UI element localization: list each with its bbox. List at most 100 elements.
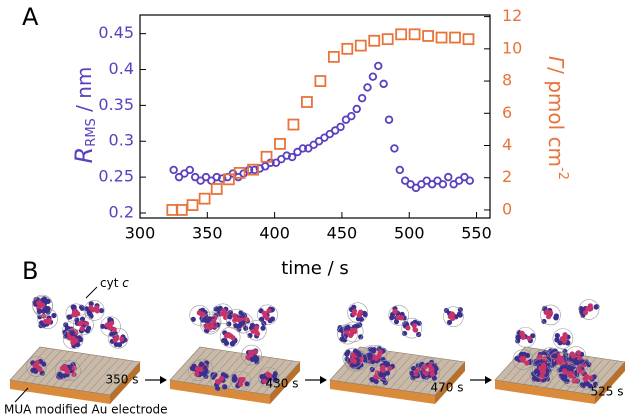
protein-label-part: c: [122, 276, 129, 290]
protein-outline: [26, 356, 47, 377]
x-tick-label: 350: [192, 224, 223, 243]
protein-part: [249, 322, 255, 328]
protein-part: [392, 308, 399, 315]
protein-part: [199, 361, 205, 367]
monolayer-line: [88, 358, 119, 392]
time-label: 430 s: [266, 377, 299, 391]
x-tick-label: 400: [259, 224, 290, 243]
protein-outline: [241, 344, 262, 366]
monolayer-line: [219, 354, 251, 388]
protein-part: [384, 370, 391, 376]
protein-part: [520, 331, 526, 338]
protein-part: [562, 332, 568, 338]
protein-outline: [515, 326, 536, 348]
protein-part: [206, 316, 212, 323]
protein-part: [233, 322, 239, 329]
protein-part: [116, 342, 123, 348]
protein-outline: [32, 294, 53, 316]
electrode-side: [110, 362, 140, 404]
protein-part: [561, 375, 567, 381]
protein-part: [384, 361, 391, 367]
square-point: [449, 31, 461, 44]
circle-point: [347, 111, 356, 121]
protein-part: [261, 310, 268, 316]
protein-part: [262, 378, 268, 384]
protein-part: [377, 349, 383, 355]
protein-part: [226, 321, 232, 327]
protein-part: [194, 366, 201, 372]
protein-part: [350, 357, 356, 363]
protein-part: [79, 326, 85, 332]
monolayer-line: [359, 351, 391, 385]
protein-outline: [375, 359, 397, 381]
y-tick-label: 0.3: [109, 131, 134, 150]
protein-part: [362, 357, 369, 363]
square-point: [381, 33, 394, 46]
protein-outline: [419, 361, 441, 383]
square-point: [233, 166, 246, 179]
x-tick-label: 450: [327, 224, 358, 243]
protein-part: [210, 318, 217, 324]
protein-part: [540, 369, 547, 375]
protein-part: [545, 314, 552, 320]
protein-part: [593, 304, 599, 310]
pointer: [14, 387, 29, 403]
protein-part: [429, 365, 435, 372]
protein-part: [222, 338, 228, 344]
protein-part: [231, 313, 238, 319]
electrode-side: [170, 380, 270, 404]
pointer: [85, 286, 98, 299]
y2-tick-label: 6: [502, 103, 512, 122]
monolayer-line: [66, 355, 98, 389]
panel-label: B: [22, 257, 38, 285]
protein-part: [399, 315, 405, 321]
protein-part: [387, 365, 393, 371]
protein-part: [266, 372, 273, 378]
protein-part: [69, 330, 75, 336]
y2-label-sup: -2: [556, 167, 571, 180]
circle-point: [185, 165, 195, 175]
y-label-main: R: [70, 147, 98, 164]
protein-outline: [565, 346, 587, 367]
monolayer-line: [389, 355, 421, 389]
monolayer-line: [427, 360, 458, 395]
protein-part: [416, 331, 422, 338]
time-label: 525 s: [591, 385, 624, 399]
protein-part: [111, 326, 117, 333]
y-label-sub: RMS: [84, 118, 99, 147]
protein-outline: [73, 314, 94, 336]
square-point: [301, 96, 313, 108]
protein-part: [447, 313, 453, 320]
protein-part: [244, 381, 250, 387]
square-point: [287, 118, 300, 131]
y-tick-label: 0.35: [98, 95, 134, 114]
protein-outline: [62, 328, 84, 350]
protein-part: [259, 316, 265, 322]
protein-part: [580, 359, 586, 365]
protein-part: [227, 309, 233, 316]
protein-part: [358, 316, 365, 322]
protein-part: [252, 349, 259, 355]
protein-outline: [512, 349, 534, 370]
protein-part: [520, 357, 526, 363]
protein-part: [71, 304, 77, 310]
protein-part: [108, 320, 115, 326]
electrode-label: MUA modified Au electrode: [4, 403, 168, 417]
square-point: [274, 137, 286, 150]
circle-point: [244, 165, 254, 175]
protein-part: [553, 315, 559, 321]
protein-part: [410, 365, 417, 372]
electrode-side: [270, 362, 300, 404]
protein-part: [235, 316, 242, 322]
protein-part: [358, 334, 364, 340]
protein-part: [84, 328, 91, 334]
protein-part: [214, 378, 221, 385]
protein-part: [196, 310, 202, 316]
protein-part: [225, 331, 232, 338]
protein-outline: [337, 323, 358, 345]
y2-tick-label: 12: [502, 6, 522, 25]
protein-part: [107, 325, 113, 331]
monolayer-line: [509, 348, 540, 383]
protein-part: [231, 377, 238, 383]
